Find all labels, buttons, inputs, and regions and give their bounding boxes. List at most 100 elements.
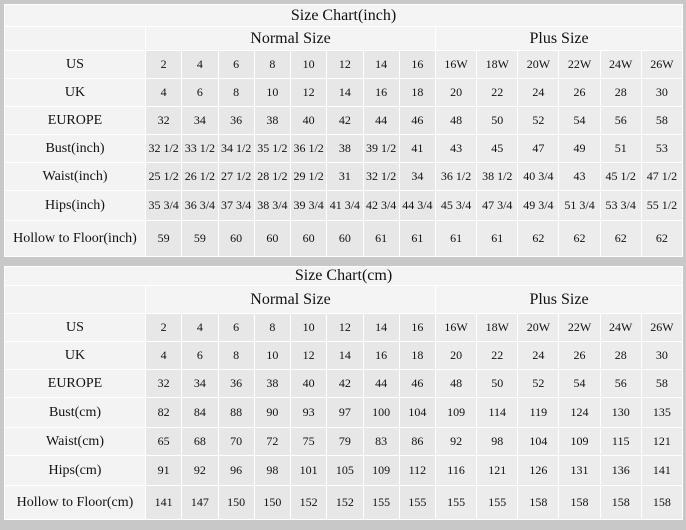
table-row: Waist(inch) 25 1/2 26 1/2 27 1/2 28 1/2 29 1/… bbox=[4, 162, 684, 191]
size-cell: 6 bbox=[217, 50, 255, 79]
size-cell: 147 bbox=[181, 485, 219, 520]
row-label: UK bbox=[4, 341, 146, 370]
size-cell: 104 bbox=[517, 427, 560, 456]
size-cell: 16W bbox=[434, 50, 478, 79]
size-cell: 75 bbox=[289, 427, 328, 456]
size-cell: 42 bbox=[326, 106, 364, 135]
size-cell: 97 bbox=[326, 397, 364, 428]
size-cell: 150 bbox=[217, 485, 255, 520]
size-cell: 18 bbox=[398, 78, 437, 107]
size-cell: 24 bbox=[517, 78, 560, 107]
size-cell: 2 bbox=[144, 313, 183, 342]
size-cell: 68 bbox=[181, 427, 219, 456]
size-cell: 115 bbox=[599, 427, 642, 456]
size-cell: 28 bbox=[599, 78, 642, 107]
size-cell: 2 bbox=[144, 50, 183, 79]
normal-size-header: Normal Size bbox=[145, 26, 436, 51]
size-cell: 36 bbox=[217, 106, 255, 135]
size-cell: 10 bbox=[253, 341, 292, 370]
size-cell: 124 bbox=[558, 397, 601, 428]
size-cell: 16 bbox=[398, 50, 437, 79]
size-cell: 47 bbox=[517, 134, 560, 163]
size-cell: 8 bbox=[253, 50, 292, 79]
size-cell: 44 3/4 bbox=[398, 190, 437, 221]
table-row: US 2 4 6 8 10 12 14 16 16W 18W 20W 22W 24W 26W bbox=[4, 50, 684, 79]
size-cell: 93 bbox=[289, 397, 328, 428]
size-cell: 36 1/2 bbox=[434, 162, 478, 191]
size-cell: 29 1/2 bbox=[289, 162, 328, 191]
size-cell: 90 bbox=[253, 397, 292, 428]
size-cell: 48 bbox=[434, 369, 478, 398]
size-cell: 26W bbox=[640, 50, 684, 79]
size-cell: 72 bbox=[253, 427, 292, 456]
size-cell: 52 bbox=[517, 106, 560, 135]
size-cell: 37 3/4 bbox=[217, 190, 255, 221]
size-cell: 41 3/4 bbox=[326, 190, 364, 221]
size-cell: 121 bbox=[640, 427, 684, 456]
size-cell: 10 bbox=[253, 78, 292, 107]
size-cell: 101 bbox=[289, 455, 328, 486]
size-cell: 50 bbox=[476, 106, 519, 135]
row-label: Hollow to Floor(inch) bbox=[4, 220, 146, 257]
size-cell: 32 bbox=[144, 369, 183, 398]
size-cell: 14 bbox=[362, 50, 400, 79]
size-cell: 55 1/2 bbox=[640, 190, 684, 221]
row-label: Waist(cm) bbox=[4, 427, 146, 456]
table-row: EUROPE 32 34 36 38 40 42 44 46 48 50 52 54 56 58 bbox=[4, 106, 684, 135]
size-cell: 28 1/2 bbox=[253, 162, 292, 191]
size-cell: 22W bbox=[558, 50, 601, 79]
row-label: Hips(cm) bbox=[4, 455, 146, 486]
table-row: UK 4 6 8 10 12 14 16 18 20 22 24 26 28 30 bbox=[4, 341, 684, 370]
plus-size-header: Plus Size bbox=[434, 285, 684, 314]
size-cell: 92 bbox=[434, 427, 478, 456]
size-cell: 52 bbox=[517, 369, 560, 398]
size-cell: 105 bbox=[326, 455, 364, 486]
size-cell: 8 bbox=[217, 341, 255, 370]
size-cell: 158 bbox=[640, 485, 684, 520]
size-cell: 20 bbox=[434, 78, 478, 107]
table-row: EUROPE 32 34 36 38 40 42 44 46 48 50 52 54 56 58 bbox=[4, 369, 684, 398]
size-cell: 42 bbox=[326, 369, 364, 398]
size-cell: 98 bbox=[476, 427, 519, 456]
table-row: Hollow to Floor(cm) 141 147 150 150 152 152 155… bbox=[4, 485, 684, 520]
size-cell: 20W bbox=[517, 50, 560, 79]
size-cell: 84 bbox=[181, 397, 219, 428]
size-cell: 4 bbox=[144, 341, 183, 370]
size-cell: 61 bbox=[362, 220, 400, 257]
size-cell: 32 1/2 bbox=[144, 134, 183, 163]
size-cell: 82 bbox=[144, 397, 183, 428]
size-cell: 18 bbox=[398, 341, 437, 370]
size-cell: 56 bbox=[599, 369, 642, 398]
table-row: Hips(cm) 91 92 96 98 101 105 109 112 116 121 126 131… bbox=[4, 455, 684, 486]
size-cell: 16 bbox=[362, 341, 400, 370]
size-cell: 92 bbox=[181, 455, 219, 486]
size-cell: 24W bbox=[599, 50, 642, 79]
size-cell: 22 bbox=[476, 78, 519, 107]
size-cell: 135 bbox=[640, 397, 684, 428]
size-cell: 35 1/2 bbox=[253, 134, 292, 163]
size-cell: 53 3/4 bbox=[599, 190, 642, 221]
chart-title: Size Chart(inch) bbox=[3, 4, 684, 27]
size-cell: 35 3/4 bbox=[144, 190, 183, 221]
size-cell: 62 bbox=[517, 220, 560, 257]
size-cell: 44 bbox=[362, 369, 400, 398]
size-cell: 60 bbox=[326, 220, 364, 257]
size-cell: 112 bbox=[398, 455, 437, 486]
size-cell: 109 bbox=[362, 455, 400, 486]
size-cell: 58 bbox=[640, 106, 684, 135]
normal-size-header: Normal Size bbox=[145, 285, 436, 314]
size-cell: 16 bbox=[398, 313, 437, 342]
size-cell: 38 bbox=[326, 134, 364, 163]
size-cell: 61 bbox=[434, 220, 478, 257]
size-cell: 150 bbox=[253, 485, 292, 520]
row-label: EUROPE bbox=[4, 106, 146, 135]
size-cell: 24 bbox=[517, 341, 560, 370]
size-cell: 116 bbox=[434, 455, 478, 486]
size-cell: 51 bbox=[599, 134, 642, 163]
size-cell: 34 bbox=[398, 162, 437, 191]
size-cell: 40 bbox=[289, 369, 328, 398]
size-cell: 20W bbox=[517, 313, 560, 342]
size-cell: 46 bbox=[398, 106, 437, 135]
table-row: Hips(inch) 35 3/4 36 3/4 37 3/4 38 3/4 39 3/4… bbox=[4, 190, 684, 221]
size-cell: 158 bbox=[599, 485, 642, 520]
